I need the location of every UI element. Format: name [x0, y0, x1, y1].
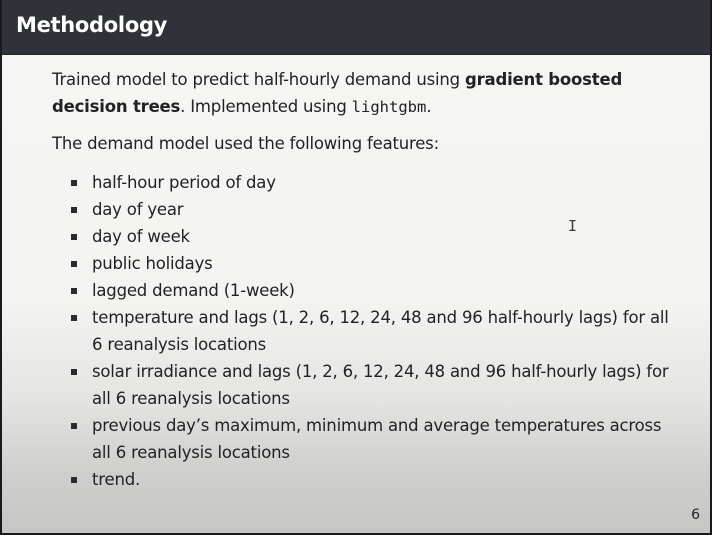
- bullet-square-icon: [71, 207, 77, 213]
- slide-content: Trained model to predict half-hourly dem…: [52, 66, 672, 493]
- list-item: day of year: [52, 196, 672, 223]
- intro-text-before: Trained model to predict half-hourly dem…: [52, 70, 465, 89]
- bullet-square-icon: [71, 234, 77, 240]
- list-item: previous day’s maximum, minimum and aver…: [52, 412, 672, 466]
- list-item: public holidays: [52, 250, 672, 277]
- list-item: trend.: [52, 466, 672, 493]
- bullet-square-icon: [71, 180, 77, 186]
- feature-text: day of week: [92, 227, 190, 246]
- intro-text-after: .: [426, 97, 432, 116]
- feature-text: public holidays: [92, 254, 213, 273]
- feature-text: day of year: [92, 200, 184, 219]
- bullet-square-icon: [71, 261, 77, 267]
- bullet-square-icon: [71, 477, 77, 483]
- intro-bold-method: gradient boosted decision trees: [52, 70, 623, 116]
- title-bar: Methodology: [2, 0, 710, 54]
- list-item: day of week: [52, 223, 672, 250]
- features-heading: The demand model used the following feat…: [52, 134, 439, 153]
- intro-paragraph: Trained model to predict half-hourly dem…: [52, 66, 672, 121]
- list-item: temperature and lags (1, 2, 6, 12, 24, 4…: [52, 304, 672, 358]
- bullet-square-icon: [71, 423, 77, 429]
- feature-text: solar irradiance and lags (1, 2, 6, 12, …: [92, 362, 669, 408]
- page-number: 6: [691, 507, 700, 523]
- bullet-square-icon: [71, 315, 77, 321]
- feature-text: temperature and lags (1, 2, 6, 12, 24, 4…: [92, 308, 669, 354]
- bullet-square-icon: [71, 369, 77, 375]
- text-cursor-icon: I: [568, 217, 578, 235]
- feature-text: trend.: [92, 470, 141, 489]
- slide-title: Methodology: [16, 13, 168, 37]
- list-item: solar irradiance and lags (1, 2, 6, 12, …: [52, 358, 672, 412]
- feature-text: half-hour period of day: [92, 173, 276, 192]
- intro-text-middle: . Implemented using: [180, 97, 352, 116]
- list-item: half-hour period of day: [52, 169, 672, 196]
- features-list: half-hour period of day day of year day …: [52, 169, 672, 493]
- list-item: lagged demand (1-week): [52, 277, 672, 304]
- bullet-square-icon: [71, 288, 77, 294]
- intro-code-library: lightgbm: [351, 98, 427, 116]
- feature-text: lagged demand (1-week): [92, 281, 295, 300]
- feature-text: previous day’s maximum, minimum and aver…: [92, 416, 662, 462]
